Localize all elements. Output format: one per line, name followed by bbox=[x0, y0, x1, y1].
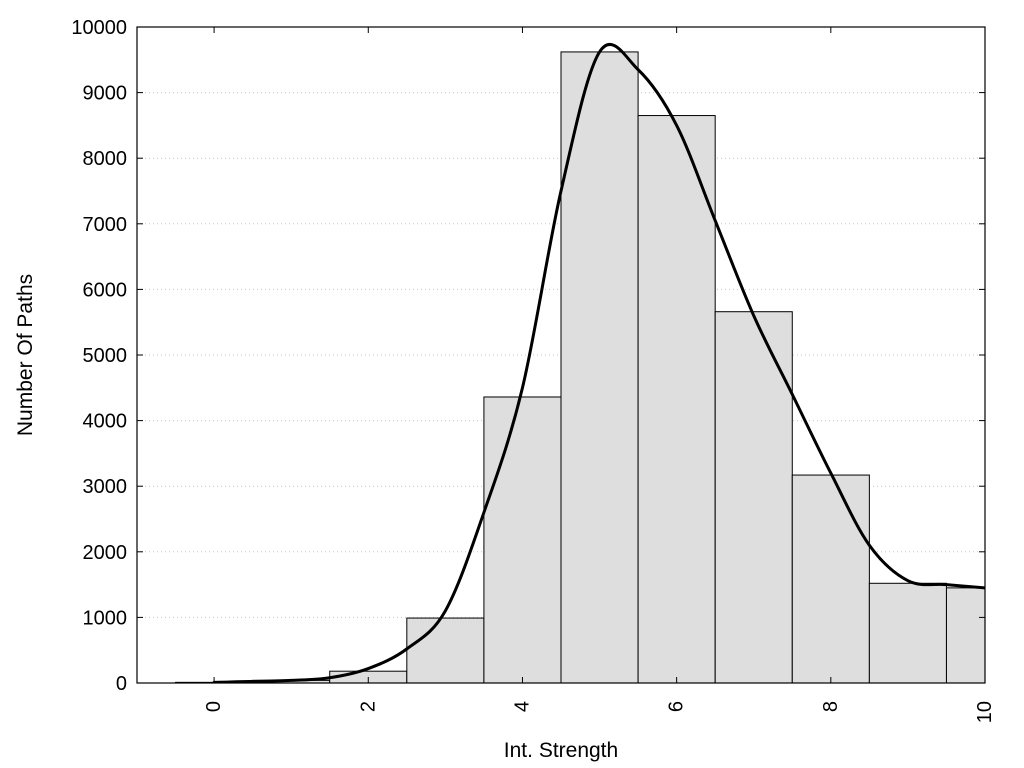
y-tick-label-6: 6000 bbox=[83, 279, 128, 301]
smooth-curve bbox=[212, 43, 985, 683]
histogram-bar-3 bbox=[406, 617, 485, 683]
y-tick-label-7: 7000 bbox=[83, 214, 128, 236]
x-axis-title: Int. Strength bbox=[504, 739, 618, 762]
y-tick-label-1: 1000 bbox=[83, 607, 128, 629]
histogram-bar-6 bbox=[637, 115, 716, 683]
histogram-bar-7 bbox=[714, 311, 793, 683]
y-tick-label-8: 8000 bbox=[83, 148, 128, 170]
smooth-curve-line bbox=[212, 43, 985, 683]
x-tick-label-1: 2 bbox=[357, 701, 379, 712]
y-tick-label-4: 4000 bbox=[83, 411, 128, 433]
y-tick-label-9: 9000 bbox=[83, 83, 128, 105]
y-tick-label-0: 0 bbox=[116, 673, 127, 695]
x-tick-label-3: 6 bbox=[666, 701, 688, 712]
x-axis-ticks: 0 2 4 6 8 10 bbox=[203, 27, 996, 723]
y-tick-label-10: 10000 bbox=[71, 17, 127, 39]
y-tick-label-3: 3000 bbox=[83, 476, 128, 498]
y-tick-label-5: 5000 bbox=[83, 345, 128, 367]
y-axis-title: Number Of Paths bbox=[14, 274, 37, 436]
histogram-bar-8 bbox=[791, 474, 870, 683]
x-tick-label-2: 4 bbox=[511, 701, 533, 712]
histogram-bar-9 bbox=[868, 582, 947, 683]
x-tick-label-0: 0 bbox=[203, 701, 225, 712]
x-tick-label-5: 10 bbox=[974, 701, 996, 723]
x-tick-label-4: 8 bbox=[820, 701, 842, 712]
y-tick-label-2: 2000 bbox=[83, 542, 128, 564]
histogram-bar-10 bbox=[945, 587, 985, 683]
histogram-bar-4 bbox=[483, 396, 562, 683]
y-axis-ticks: 0 1000 2000 3000 4000 5000 6000 7000 8000 9000 100… bbox=[71, 17, 985, 695]
histogram-bars bbox=[175, 51, 985, 683]
